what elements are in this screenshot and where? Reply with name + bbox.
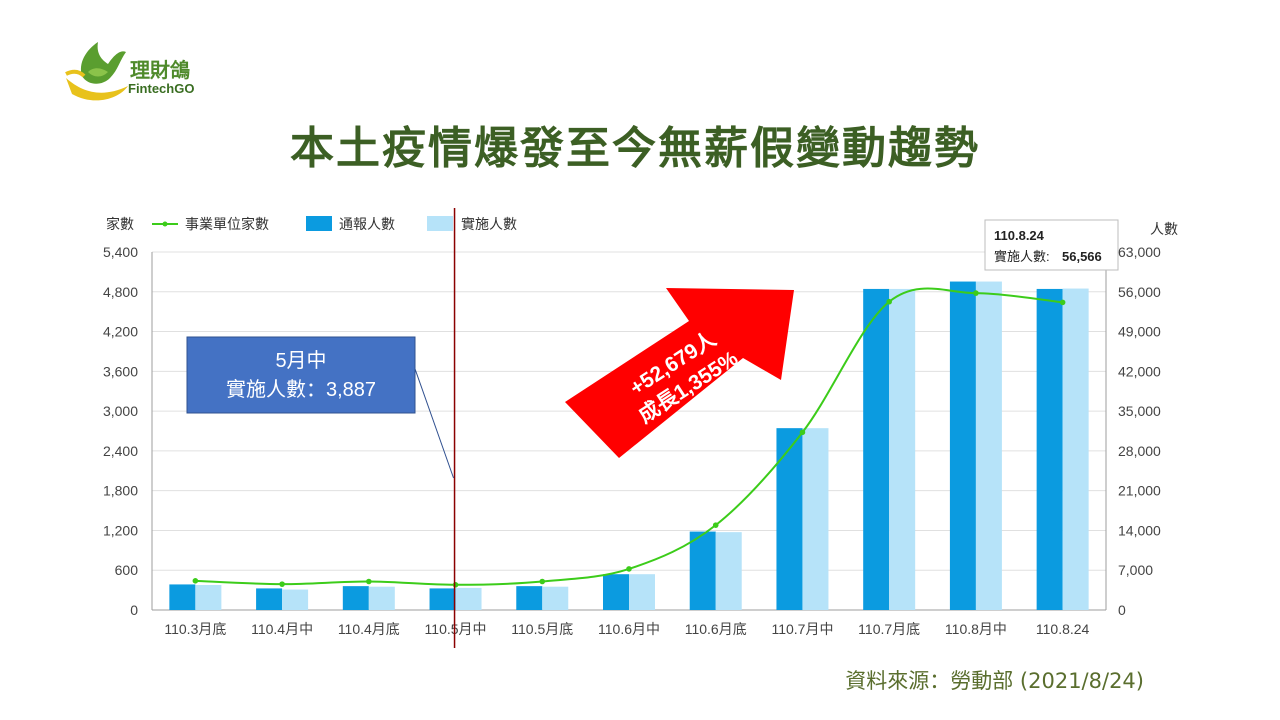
- legend-swatch: [427, 216, 453, 231]
- bar-implemented: [802, 428, 829, 610]
- bar-implemented: [889, 288, 916, 610]
- legend-swatch: [306, 216, 332, 231]
- bar-notified: [689, 531, 716, 610]
- logo-icon: [65, 42, 128, 101]
- line-point: [366, 578, 372, 585]
- bar-notified: [603, 574, 629, 610]
- y-right-tick-label: 0: [1118, 602, 1126, 618]
- y-left-tick-label: 3,600: [103, 363, 138, 379]
- line-point: [973, 290, 979, 296]
- line-point: [712, 522, 719, 528]
- legend-label: 事業單位家數: [185, 216, 269, 232]
- tooltip-label: 實施人數:: [994, 249, 1050, 264]
- callout-text: 5月中: [275, 349, 326, 372]
- y-left-tick-label: 4,200: [103, 324, 138, 340]
- legend-line-marker: [162, 221, 168, 227]
- bar-implemented: [542, 586, 569, 610]
- y-left-axis-title: 家數: [106, 216, 134, 232]
- y-left-tick-label: 1,800: [103, 483, 138, 499]
- x-tick-label: 110.3月底: [164, 621, 226, 637]
- brand-name: 理財鴿: [130, 58, 190, 82]
- bar-implemented: [368, 586, 395, 610]
- bar-implemented: [282, 589, 309, 610]
- legend-label: 實施人數: [461, 216, 517, 232]
- page-title: 本土疫情爆發至今無薪假變動趨勢: [290, 123, 980, 174]
- x-tick-label: 110.8.24: [1036, 621, 1090, 637]
- line-point: [799, 429, 806, 436]
- x-tick-label: 110.4月中: [251, 621, 313, 637]
- y-left-tick-label: 3,000: [103, 403, 138, 419]
- line-point: [626, 566, 632, 572]
- brand-subtitle: FintechGO: [128, 81, 195, 96]
- bar-implemented: [975, 281, 1002, 610]
- tooltip-box: [984, 219, 1119, 271]
- bar-notified: [256, 588, 283, 610]
- y-left-tick-label: 2,400: [103, 443, 138, 459]
- x-tick-label: 110.7月底: [858, 621, 920, 637]
- tooltip-value: 56,566: [1062, 249, 1102, 264]
- line-point: [279, 581, 285, 587]
- y-left-tick-label: 1,200: [103, 522, 138, 538]
- line-point: [539, 578, 546, 585]
- bar-notified: [516, 586, 543, 610]
- y-left-tick-label: 4,800: [103, 284, 138, 300]
- bar-notified: [776, 428, 803, 610]
- x-tick-label: 110.6月底: [685, 621, 747, 637]
- callout-text: 實施人數：3,887: [226, 378, 376, 401]
- y-right-tick-label: 14,000: [1118, 522, 1161, 538]
- x-tick-label: 110.5月中: [425, 621, 487, 637]
- x-tick-label: 110.8月中: [945, 621, 1007, 637]
- bar-implemented: [1062, 288, 1089, 610]
- bar-implemented: [195, 584, 222, 610]
- callout-leader: [413, 365, 455, 479]
- y-left-tick-label: 0: [130, 602, 138, 618]
- bar-notified: [342, 586, 369, 610]
- legend-label: 通報人數: [339, 216, 395, 232]
- y-right-tick-label: 56,000: [1118, 284, 1161, 300]
- bar-notified: [949, 281, 976, 610]
- y-left-tick-label: 600: [115, 562, 139, 578]
- bar-notified: [429, 588, 456, 610]
- bar-implemented: [455, 587, 482, 610]
- y-left-tick-label: 5,400: [103, 244, 138, 260]
- line-series: [195, 287, 1063, 586]
- line-point: [886, 298, 892, 305]
- line-point: [1059, 299, 1066, 306]
- y-right-tick-label: 35,000: [1118, 403, 1161, 419]
- y-right-tick-label: 7,000: [1118, 562, 1153, 578]
- y-right-tick-label: 28,000: [1118, 443, 1161, 459]
- bar-notified: [1036, 288, 1063, 610]
- x-tick-label: 110.5月底: [511, 621, 573, 637]
- line-point: [452, 582, 459, 588]
- y-right-axis-title: 人數: [1150, 221, 1178, 237]
- growth-arrow: [565, 288, 794, 458]
- bar-implemented: [629, 574, 655, 610]
- tooltip-title: 110.8.24: [994, 228, 1045, 243]
- source-note: 資料來源：勞動部 (2021/8/24): [845, 669, 1144, 693]
- line-point: [192, 578, 199, 584]
- bar-notified: [863, 288, 890, 610]
- y-right-tick-label: 49,000: [1118, 324, 1161, 340]
- x-tick-label: 110.7月中: [771, 621, 833, 637]
- y-right-tick-label: 63,000: [1118, 244, 1161, 260]
- bar-notified: [169, 584, 196, 610]
- callout-box: [186, 336, 416, 414]
- x-tick-label: 110.4月底: [338, 621, 400, 637]
- y-right-tick-label: 42,000: [1118, 363, 1161, 379]
- y-right-tick-label: 21,000: [1118, 483, 1161, 499]
- x-tick-label: 110.6月中: [598, 621, 660, 637]
- bar-implemented: [715, 532, 742, 610]
